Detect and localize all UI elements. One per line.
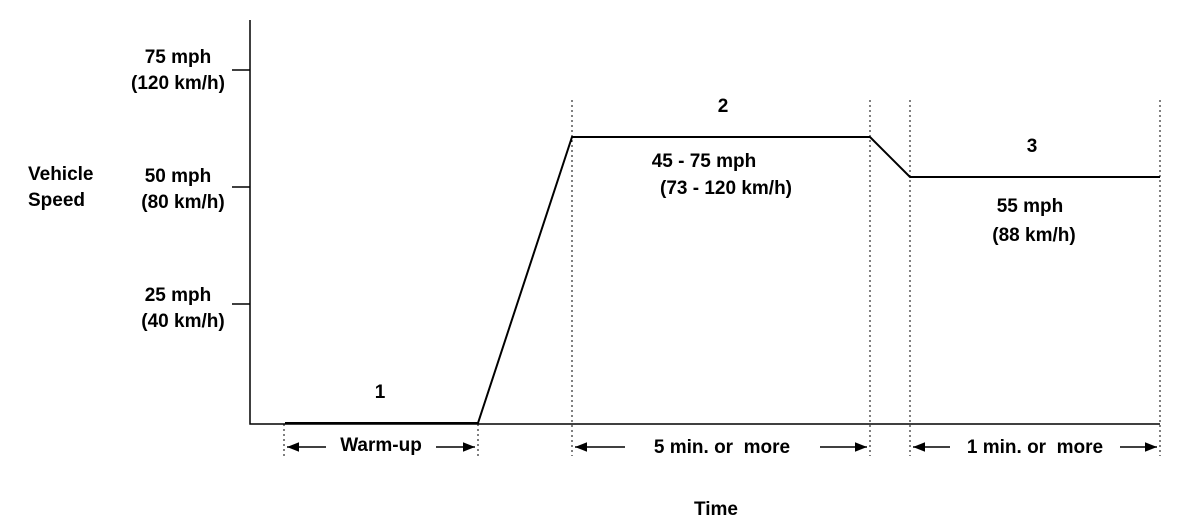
tick-label: (80 km/h)	[141, 192, 224, 213]
phase-duration: 1 min. or more	[967, 437, 1103, 458]
axes	[249, 20, 1160, 425]
phase-number: 3	[1027, 136, 1038, 157]
phase-number: 2	[718, 96, 729, 117]
tick-label: 75 mph	[145, 47, 212, 68]
y-axis-label: Vehicle	[28, 164, 94, 185]
phase-speed: 55 mph	[997, 196, 1064, 217]
phase-number: 1	[375, 382, 386, 403]
tick-label: (120 km/h)	[131, 73, 225, 94]
y-axis-label: Speed	[28, 190, 85, 211]
phase-speed: (88 km/h)	[992, 225, 1075, 246]
phase-duration: 5 min. or more	[654, 437, 790, 458]
x-axis-label: Time	[694, 499, 738, 520]
phase-duration: Warm-up	[340, 435, 422, 456]
phase-speed: (73 - 120 km/h)	[660, 178, 792, 199]
tick-label: (40 km/h)	[141, 311, 224, 332]
tick-label: 50 mph	[145, 166, 212, 187]
separators	[283, 100, 1161, 456]
phase-speed: 45 - 75 mph	[652, 151, 757, 172]
tick-label: 25 mph	[145, 285, 212, 306]
speed-profile	[285, 136, 1160, 424]
